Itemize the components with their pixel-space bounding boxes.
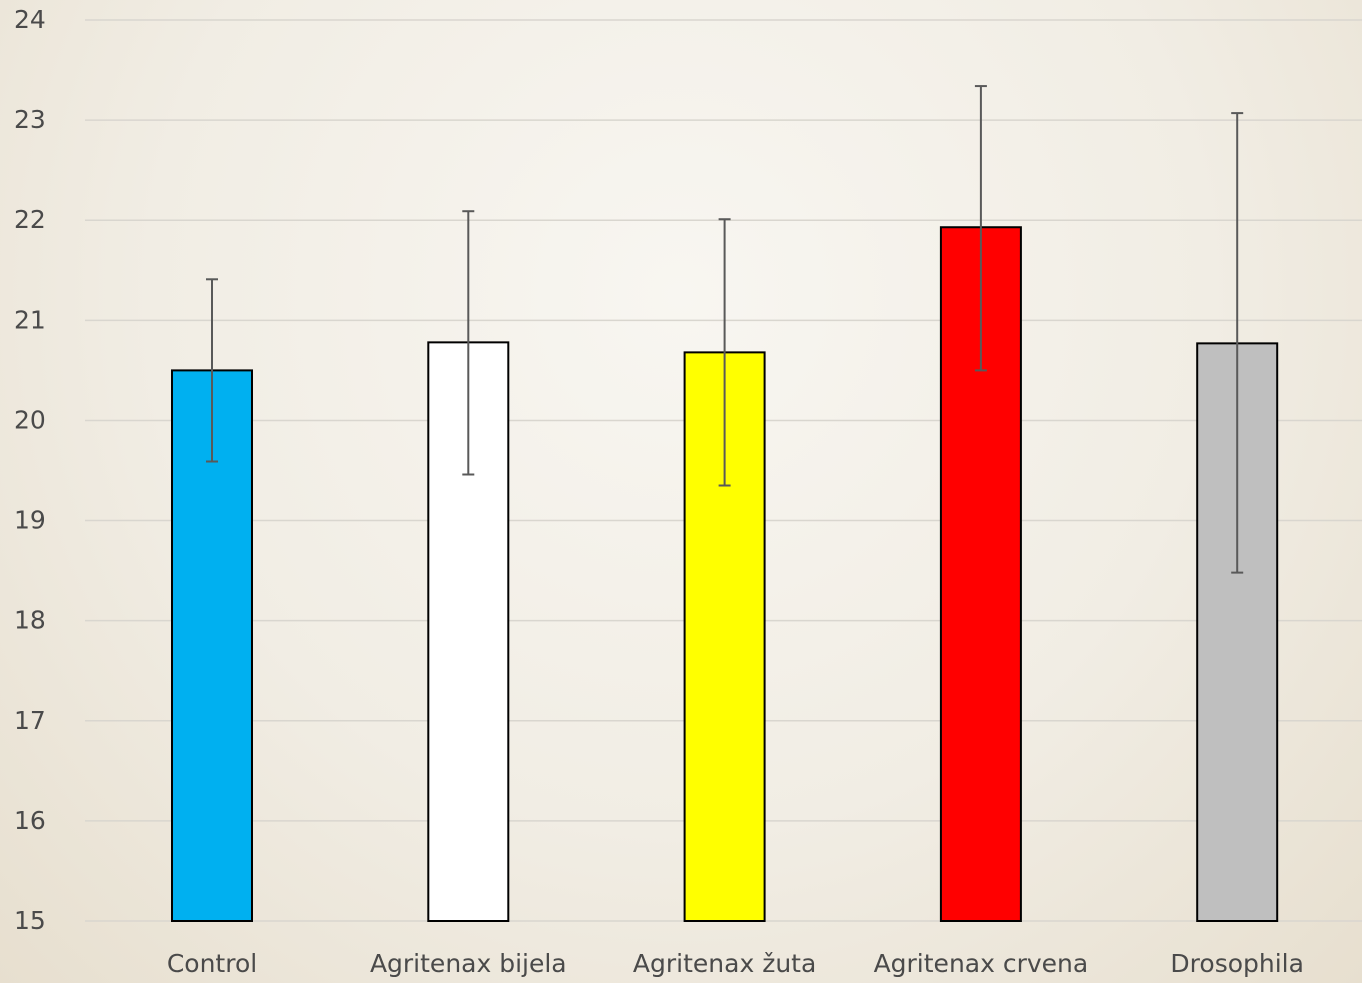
bar-agritenax-žuta: [683, 351, 766, 922]
error-bar-drosophila: [1231, 112, 1244, 574]
y-tick-label: 17: [14, 706, 46, 735]
x-category-label: Agritenax crvena: [874, 949, 1089, 978]
error-bar-agritenax-crvena: [974, 85, 987, 372]
y-tick-label: 22: [14, 205, 46, 234]
y-tick-label: 19: [14, 506, 46, 535]
y-axis-tick-labels: 15 16 17 18 19 20 21 22 23 24: [14, 5, 46, 935]
error-bars: [206, 85, 1244, 574]
x-category-label: Control: [167, 949, 257, 978]
y-tick-label: 15: [14, 906, 46, 935]
x-category-label: Agritenax žuta: [633, 949, 816, 978]
y-tick-label: 18: [14, 606, 46, 635]
x-category-label: Agritenax bijela: [370, 949, 567, 978]
y-tick-label: 21: [14, 305, 46, 334]
y-tick-label: 23: [14, 105, 46, 134]
x-category-label: Drosophila: [1170, 949, 1304, 978]
y-tick-label: 24: [14, 5, 46, 34]
error-bar-agritenax-bijela: [462, 210, 475, 476]
error-bar-control: [206, 278, 218, 463]
y-tick-label: 20: [14, 405, 46, 434]
x-axis-category-labels: Control Agritenax bijela Agritenax žuta Agr…: [167, 949, 1304, 978]
y-tick-label: 16: [14, 806, 46, 835]
error-bar-agritenax-žuta: [718, 218, 731, 487]
